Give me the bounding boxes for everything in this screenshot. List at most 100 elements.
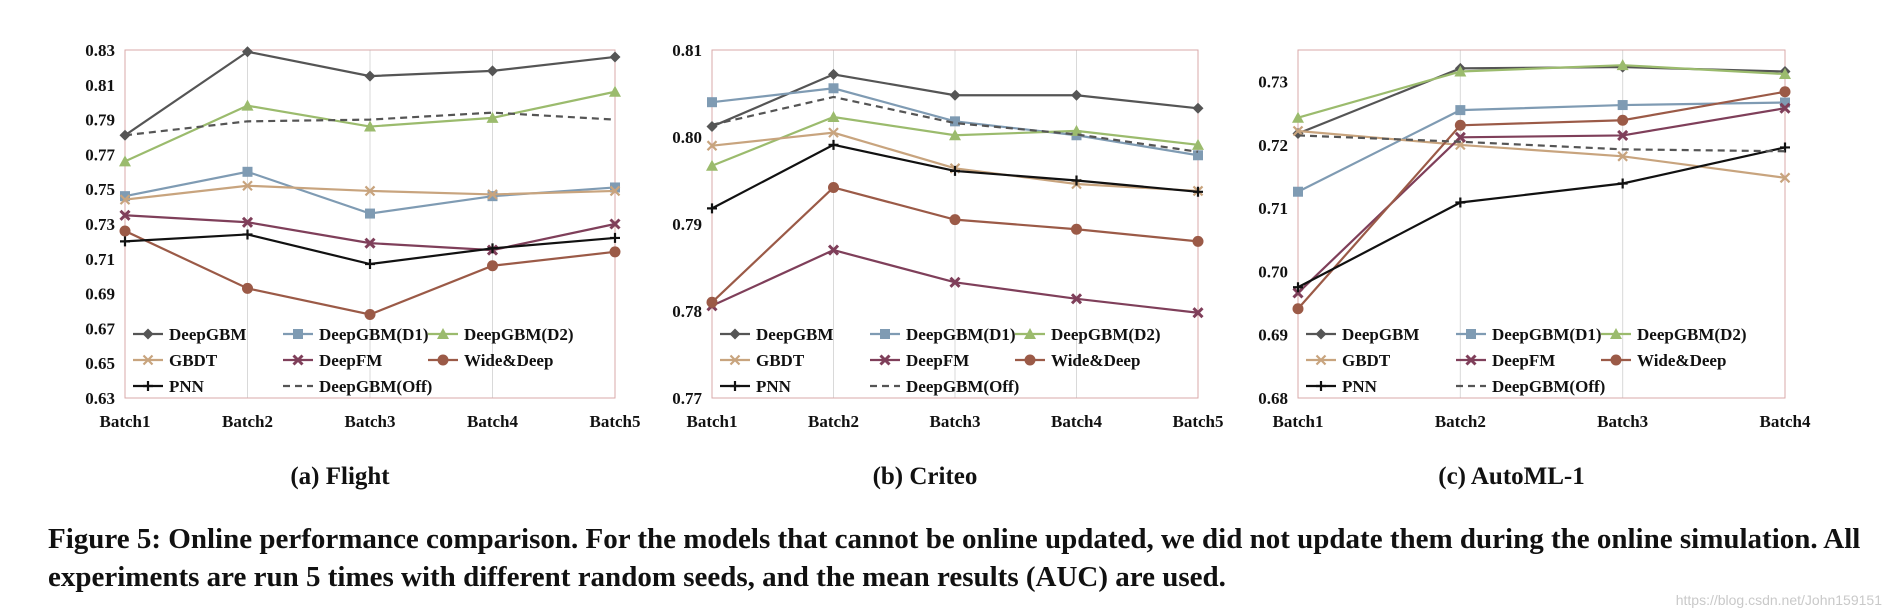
data-point <box>242 46 253 58</box>
series-wide-deep <box>706 181 1204 308</box>
series-line-deepgbm-d1 <box>1297 101 1786 193</box>
data-point <box>1455 105 1466 116</box>
data-point <box>242 229 253 240</box>
data-point <box>365 208 375 219</box>
plot-frame <box>711 49 1199 399</box>
y-tick-label: 0.78 <box>672 302 702 321</box>
data-point <box>120 191 130 202</box>
data-point <box>828 127 839 138</box>
data-point <box>1192 235 1204 247</box>
y-tick-label: 0.77 <box>672 389 702 408</box>
data-point <box>828 68 839 80</box>
legend-marker <box>1316 381 1326 391</box>
data-point <box>1617 151 1628 162</box>
data-point <box>1454 65 1467 77</box>
series-deepgbm <box>706 68 1204 133</box>
legend-marker <box>1024 328 1036 339</box>
legend-marker <box>437 354 449 366</box>
y-tick-label: 0.65 <box>85 354 115 373</box>
data-point <box>828 83 839 94</box>
data-point <box>1292 303 1304 315</box>
legend-item-pnn: PNN <box>133 377 205 396</box>
x-tick-label: Batch5 <box>1173 412 1224 431</box>
data-point <box>242 282 253 294</box>
data-point <box>1192 102 1204 114</box>
data-point <box>1454 119 1466 131</box>
chart-3: 0.68 0.69 0.70 0.71 0.72 0.73 Batch1 Batch2 Batc… <box>1258 49 1812 490</box>
legend-label: DeepGBM(Off) <box>906 377 1019 396</box>
data-point <box>706 121 718 133</box>
data-point <box>119 155 131 167</box>
legend-item-deepgbm-d2: DeepGBM(D2) <box>428 325 574 344</box>
data-point <box>486 111 499 123</box>
legend-item-deepgbm-off: DeepGBM(Off) <box>283 377 432 396</box>
data-point <box>1779 172 1791 184</box>
series-deepgbm-off <box>1297 134 1786 153</box>
series-deepgbm-off <box>711 95 1199 153</box>
legend-marker <box>437 328 449 339</box>
series-line-deepgbm-d2 <box>1297 64 1786 119</box>
data-point <box>610 232 620 243</box>
y-tick-label: 0.79 <box>672 215 702 234</box>
legend-label: Wide&Deep <box>1051 351 1140 370</box>
series-pnn <box>1293 142 1790 293</box>
subfigure-caption: (c) AutoML-1 <box>1438 463 1585 490</box>
x-tick-label: Batch2 <box>808 412 859 431</box>
legend-label: DeepGBM <box>169 325 246 344</box>
legend-marker <box>1315 328 1327 340</box>
data-point <box>365 259 375 270</box>
series-deepgbm-off <box>124 111 616 137</box>
y-tick-label: 0.70 <box>1258 262 1288 281</box>
legend-marker <box>729 354 741 366</box>
series-line-wide-deep <box>1297 90 1786 310</box>
x-tick-label: Batch1 <box>1273 412 1324 431</box>
series-deepgbm-d1 <box>1293 97 1790 197</box>
legend-item-pnn: PNN <box>1306 377 1378 396</box>
series-deepgbm-d2 <box>1292 59 1791 123</box>
x-tick-label: Batch4 <box>1760 412 1812 431</box>
legend-marker <box>1610 328 1622 339</box>
legend-marker <box>142 354 154 366</box>
series-line-deepgbm-off <box>124 111 616 137</box>
series-deepgbm-d2 <box>706 110 1204 171</box>
data-point <box>1455 197 1466 208</box>
legend-item-gbdt: GBDT <box>720 351 805 370</box>
legend-marker <box>1465 354 1477 366</box>
y-tick-label: 0.75 <box>85 180 115 199</box>
data-point <box>827 110 840 122</box>
legend-marker <box>1024 354 1036 366</box>
data-point <box>706 140 718 151</box>
y-tick-label: 0.69 <box>1258 326 1288 345</box>
legend-label: DeepFM <box>1492 351 1555 370</box>
data-point <box>609 218 621 230</box>
legend-label: Wide&Deep <box>1637 351 1726 370</box>
legend-label: DeepGBM(D2) <box>464 325 574 344</box>
data-point <box>706 159 718 171</box>
data-point <box>827 244 840 256</box>
data-point <box>1780 97 1790 108</box>
y-tick-label: 0.83 <box>85 41 115 60</box>
legend-label: GBDT <box>756 351 805 370</box>
y-tick-label: 0.77 <box>85 145 115 164</box>
data-point <box>609 85 621 97</box>
y-tick-label: 0.68 <box>1258 389 1288 408</box>
legend-marker <box>1466 329 1476 339</box>
y-tick-label: 0.72 <box>1258 136 1288 155</box>
data-point <box>1292 111 1304 123</box>
legend-label: DeepGBM(Off) <box>319 377 432 396</box>
series-pnn <box>707 139 1203 214</box>
y-tick-label: 0.71 <box>1258 199 1288 218</box>
y-tick-label: 0.63 <box>85 389 115 408</box>
data-point <box>1071 175 1082 186</box>
data-point <box>1779 68 1791 80</box>
data-point <box>1454 131 1466 143</box>
x-tick-label: Batch4 <box>467 412 519 431</box>
data-point <box>1293 282 1303 293</box>
data-point <box>1616 59 1629 71</box>
data-point <box>1071 89 1082 101</box>
legend-marker <box>880 329 890 339</box>
data-point <box>1617 114 1629 126</box>
data-point <box>487 65 498 77</box>
figure-caption: Figure 5: Online performance comparison.… <box>48 523 1861 593</box>
legend-item-deepgbm: DeepGBM <box>720 325 833 344</box>
